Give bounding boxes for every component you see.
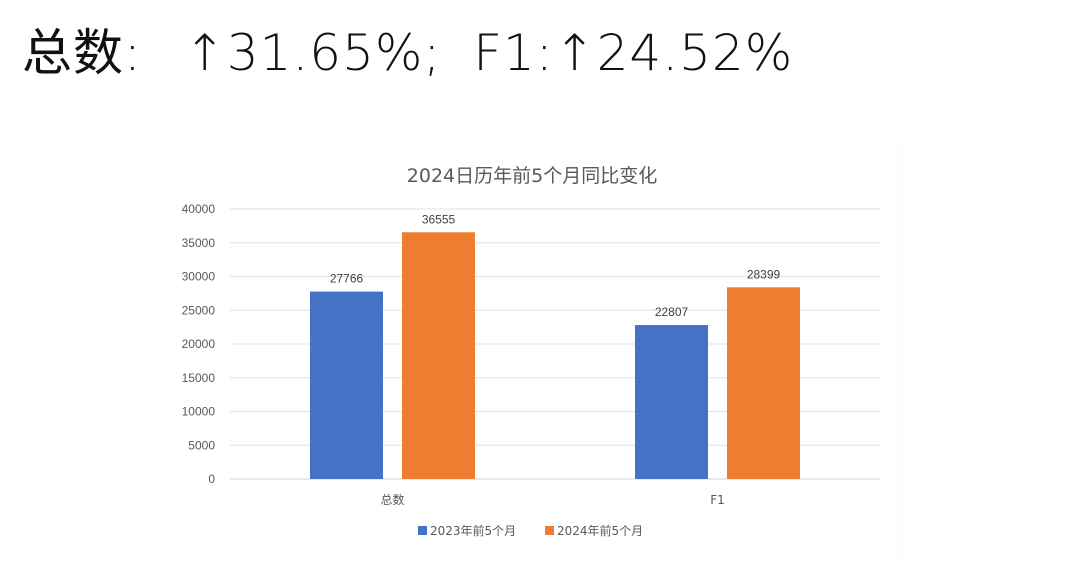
legend-swatch bbox=[545, 526, 554, 535]
y-tick-label: 40000 bbox=[182, 202, 216, 216]
legend-swatch bbox=[418, 526, 427, 535]
category-labels: 总数 F1 bbox=[380, 492, 724, 507]
data-labels: 27766 36555 22807 28399 bbox=[330, 212, 781, 319]
legend-label: 2023年前5个月 bbox=[430, 523, 516, 538]
legend-label: 2024年前5个月 bbox=[557, 523, 643, 538]
headline: 总数: ↑31.65%; F1:↑24.52% bbox=[22, 18, 793, 88]
legend: 2023年前5个月 2024年前5个月 bbox=[418, 523, 643, 538]
category-label: F1 bbox=[710, 493, 725, 507]
y-tick-label: 10000 bbox=[182, 405, 216, 419]
y-tick-label: 5000 bbox=[188, 438, 215, 452]
y-tick-label: 0 bbox=[208, 472, 215, 486]
bars bbox=[310, 232, 800, 479]
y-axis-ticks: 0 5000 10000 15000 20000 25000 30000 35000 40000 bbox=[182, 202, 216, 486]
chart-title: 2024日历年前5个月同比变化 bbox=[407, 165, 657, 187]
bar bbox=[402, 232, 475, 479]
headline-total-label: 总数: bbox=[22, 24, 142, 82]
headline-f1-change: 24.52% bbox=[596, 24, 794, 82]
y-tick-label: 30000 bbox=[182, 270, 216, 284]
legend-item: 2024年前5个月 bbox=[545, 523, 643, 538]
y-tick-label: 35000 bbox=[182, 236, 216, 250]
headline-total-change: 31.65%; bbox=[226, 24, 442, 82]
up-arrow-icon: ↑ bbox=[183, 24, 227, 82]
data-label: 27766 bbox=[330, 272, 364, 286]
data-label: 22807 bbox=[655, 305, 689, 319]
category-label: 总数 bbox=[380, 492, 404, 507]
bar bbox=[635, 325, 708, 479]
bar bbox=[727, 287, 800, 479]
bar bbox=[310, 291, 383, 479]
y-tick-label: 15000 bbox=[182, 371, 216, 385]
y-tick-label: 25000 bbox=[182, 303, 216, 317]
y-tick-label: 20000 bbox=[182, 337, 216, 351]
data-label: 28399 bbox=[747, 267, 781, 281]
up-arrow-icon: ↑ bbox=[553, 24, 597, 82]
headline-f1-label: F1: bbox=[473, 24, 554, 82]
legend-item: 2023年前5个月 bbox=[418, 523, 516, 538]
data-label: 36555 bbox=[422, 212, 456, 226]
